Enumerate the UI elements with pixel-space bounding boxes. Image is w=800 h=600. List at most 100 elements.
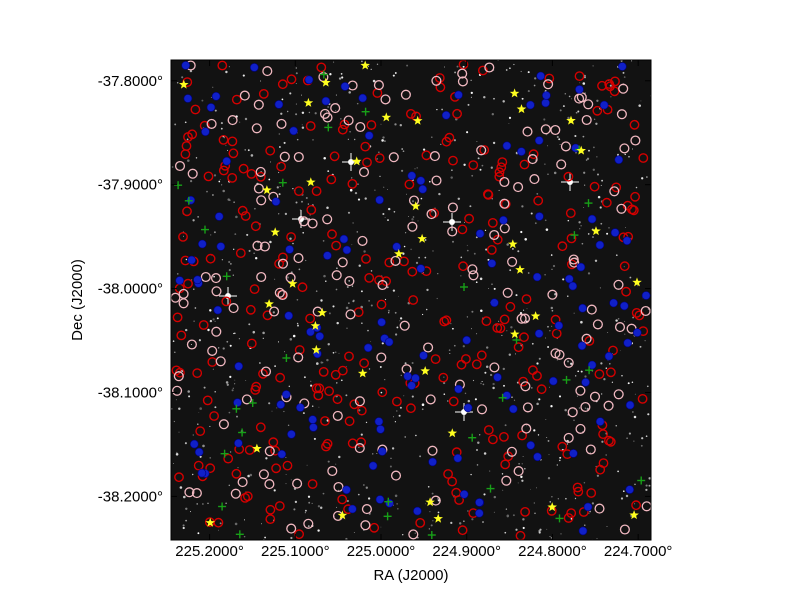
blue-dot-marker — [568, 281, 578, 291]
yellow-star-marker — [508, 239, 518, 249]
y-axis-title: Dec (J2000) — [69, 259, 86, 341]
background-star — [443, 66, 446, 68]
pink-circle-marker — [206, 118, 217, 129]
background-star — [327, 170, 330, 172]
background-star — [526, 425, 528, 427]
background-star — [430, 524, 433, 527]
background-star — [582, 82, 586, 85]
background-star — [214, 109, 217, 112]
pink-circle-marker — [467, 264, 478, 275]
background-star — [593, 118, 596, 121]
pink-circle-marker — [333, 481, 344, 493]
pink-circle-marker — [563, 432, 574, 443]
red-circle-marker — [454, 495, 464, 505]
background-star — [635, 186, 638, 189]
background-star — [353, 138, 356, 141]
pink-circle-marker — [580, 401, 591, 413]
pink-circle-marker — [331, 270, 342, 281]
blue-dot-marker — [463, 403, 473, 413]
background-star — [278, 146, 281, 148]
pink-circle-marker — [187, 168, 198, 179]
red-circle-marker — [499, 314, 510, 325]
background-star — [550, 405, 553, 408]
pink-circle-marker — [447, 202, 458, 213]
pink-circle-marker — [501, 475, 512, 486]
background-star — [469, 205, 472, 208]
yellow-star-marker — [264, 299, 274, 308]
red-circle-marker — [405, 109, 416, 119]
background-star — [276, 407, 278, 409]
background-star — [285, 456, 287, 458]
background-star — [537, 434, 540, 436]
blue-dot-marker — [197, 468, 207, 478]
blue-dot-marker — [581, 377, 590, 387]
background-star — [512, 514, 515, 517]
background-star — [228, 411, 231, 414]
background-star — [335, 110, 337, 112]
yellow-star-marker — [447, 428, 458, 438]
background-star — [212, 368, 215, 370]
background-star — [295, 67, 297, 69]
background-star — [632, 411, 634, 413]
red-circle-marker — [557, 241, 568, 252]
yellow-star-marker — [516, 104, 527, 114]
background-star — [396, 503, 398, 505]
background-star — [633, 440, 635, 442]
background-star — [297, 324, 299, 327]
background-star — [592, 65, 594, 67]
background-star — [464, 221, 465, 223]
background-star — [219, 522, 222, 525]
background-star — [421, 408, 424, 411]
background-star — [285, 483, 287, 485]
background-star — [517, 250, 520, 253]
yellow-star-marker — [179, 79, 189, 89]
yellow-star-marker — [425, 497, 435, 507]
background-star — [338, 77, 342, 80]
blue-dot-marker — [587, 360, 597, 370]
background-star — [645, 488, 648, 492]
background-star — [498, 320, 500, 322]
red-circle-marker — [486, 244, 497, 255]
background-star — [586, 407, 589, 411]
background-star — [544, 163, 546, 165]
pink-circle-marker — [594, 503, 605, 514]
background-star — [346, 285, 349, 289]
background-star — [364, 197, 367, 200]
background-star — [586, 157, 590, 160]
blue-dot-marker — [583, 502, 593, 512]
background-star — [221, 184, 223, 186]
background-star — [384, 298, 387, 301]
background-star — [527, 71, 530, 74]
red-circle-marker — [566, 259, 577, 270]
background-star — [303, 376, 306, 379]
background-star — [544, 219, 547, 222]
blue-dot-marker — [287, 429, 296, 439]
pink-circle-marker — [589, 391, 601, 402]
red-circle-marker — [356, 437, 366, 448]
background-star — [502, 489, 504, 491]
background-star — [316, 362, 319, 365]
background-star — [485, 365, 489, 368]
background-star — [564, 408, 567, 412]
blue-dot-marker — [625, 400, 635, 410]
blue-dot-marker — [413, 506, 422, 516]
background-star — [232, 387, 234, 389]
background-star — [600, 184, 602, 186]
pink-circle-marker — [575, 423, 586, 434]
background-star — [246, 233, 249, 236]
background-star — [466, 131, 469, 134]
red-circle-marker — [311, 186, 322, 197]
background-star — [285, 473, 287, 475]
background-star — [583, 171, 586, 174]
blue-dot-marker — [358, 93, 368, 103]
background-star — [552, 264, 556, 268]
red-circle-marker — [637, 393, 648, 404]
background-star — [460, 275, 462, 277]
background-star — [389, 465, 392, 468]
red-circle-marker — [274, 501, 285, 511]
background-star — [609, 84, 612, 87]
background-star — [368, 300, 370, 302]
background-star — [545, 228, 549, 231]
background-star — [177, 273, 179, 275]
background-star — [233, 332, 235, 335]
